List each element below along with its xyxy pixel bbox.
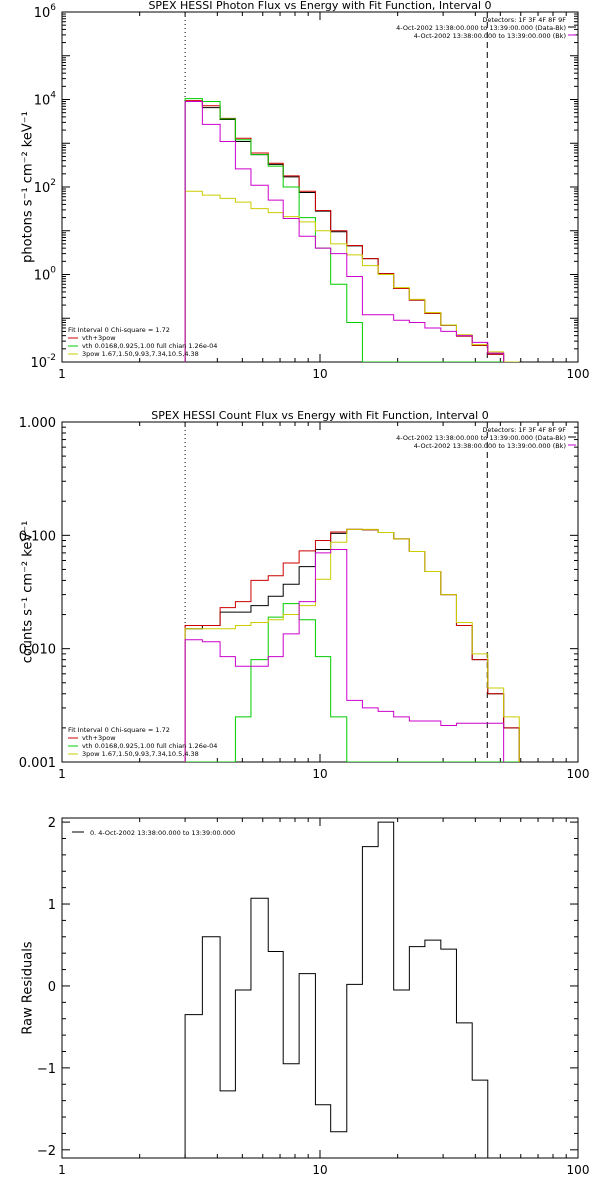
series-group [184,528,520,762]
x-tick-label: 10 [312,767,327,781]
plot-frame [61,817,579,1159]
legend-text: Fit Interval 0 Chi-square = 1.72 [68,726,170,734]
legend-text: 4-Oct-2002 13:38:00.000 to 13:39:00.000 … [414,442,566,450]
x-tick-label: 100 [567,1163,590,1177]
x-tick-label: 1 [58,367,66,381]
series-group [184,821,489,1158]
y-axis-label: Raw Residuals [21,941,36,1034]
chart-title: SPEX HESSI Photon Flux vs Energy with Fi… [148,0,491,12]
series-line-3 [184,98,520,362]
series-line-3 [185,603,520,762]
y-tick-label: 0.001 [19,756,56,771]
y-tick-label: 0.010 [19,643,56,658]
plot-frame [61,11,579,363]
y-tick-label: 102 [34,178,56,196]
y-tick-label: 1.000 [19,416,56,431]
y-tick-label: 1 [48,898,56,913]
legend-text: 4-Oct-2002 13:38:00.000 to 13:39:00.000 … [414,32,566,40]
legend-text: 3pow 1.67,1.50,9.93,7.34,10.5,4.38 [82,350,199,358]
legend-text: 4-Oct-2002 13:38:00.000 to 13:39:00.000 … [396,24,566,32]
x-tick-label: 10 [312,1163,327,1177]
series-line-1 [184,821,489,1158]
y-tick-base: 10 [34,6,51,21]
y-tick-exponent: -2 [47,353,56,363]
y-tick-base: 10 [34,94,51,109]
y-tick-label: 2 [48,816,56,831]
y-tick-label: 100 [34,266,57,284]
plot-frame [61,421,579,763]
y-tick-label: 0 [48,980,56,995]
x-tick-label: 100 [567,767,590,781]
y-tick-base: 10 [34,269,51,284]
y-tick-exponent: 0 [50,266,56,276]
series-line-5 [184,548,505,762]
y-tick-label: 10-2 [30,353,56,371]
y-tick-label: −1 [37,1062,56,1077]
y-tick-label: 0.100 [19,529,56,544]
y-tick-exponent: 4 [50,91,56,101]
y-tick-base: 10 [30,356,47,371]
y-axis: −2 −1 0 1 2 [37,816,578,1159]
x-tick-label: 1 [58,767,66,781]
chart-panel-3: 1 10 100 −2 −1 0 1 2 Raw Residuals 0. 4-Oct-2002 … [21,816,590,1177]
legend-text: vth 0.0168,0.925,1.00 full chian 1.26e-0… [82,742,217,750]
y-tick-label: −2 [37,1144,56,1159]
x-axis: 1 10 100 [58,818,589,1177]
x-tick-label: 1 [58,1163,66,1177]
x-tick-label: 100 [567,367,590,381]
y-tick-exponent: 2 [50,178,56,188]
legend-text: vth+3pow [82,334,116,342]
y-axis-label: counts s⁻¹ cm⁻² keV⁻¹ [21,521,36,664]
chart-title: SPEX HESSI Count Flux vs Energy with Fit… [151,409,488,422]
chart-panel-2: SPEX HESSI Count Flux vs Energy with Fit… [19,409,590,781]
x-tick-label: 10 [312,367,327,381]
y-tick-base: 10 [34,181,51,196]
legend-text: 0. 4-Oct-2002 13:38:00.000 to 13:39:00.0… [90,829,235,837]
series-line-5 [184,101,505,362]
legend-text: Detectors: 1F 3F 4F 8F 9F [482,16,566,24]
series-line-4 [184,528,520,762]
legend-text: 3pow 1.67,1.50,9.93,7.34,10.5,4.38 [82,750,199,758]
legend-text: 4-Oct-2002 13:38:00.000 to 13:39:00.000 … [396,434,566,442]
chart-panel-1: SPEX HESSI Photon Flux vs Energy with Fi… [21,0,590,381]
y-tick-exponent: 6 [50,3,56,13]
legend-text: Detectors: 1F 3F 4F 8F 9F [482,426,566,434]
series-group [184,98,520,362]
y-axis-label: photons s⁻¹ cm⁻² keV⁻¹ [21,111,36,263]
y-tick-label: 104 [34,91,57,109]
legend-text: Fit Interval 0 Chi-square = 1.72 [68,326,170,334]
y-axis: 0.001 0.010 0.100 1.000 [19,416,578,771]
legend-text: vth 0.0168,0.925,1.00 full chian 1.26e-0… [82,342,217,350]
legend-text: vth+3pow [82,734,116,742]
x-axis: 1 10 100 [58,422,589,781]
y-tick-label: 106 [34,3,57,21]
